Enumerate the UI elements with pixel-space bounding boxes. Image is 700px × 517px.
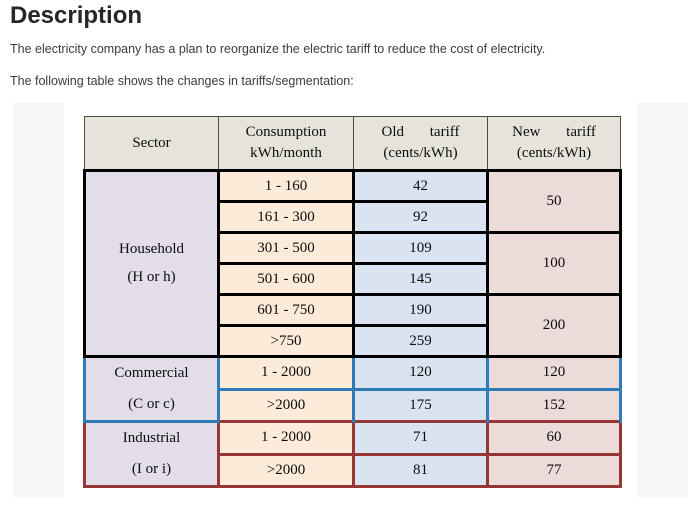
sector-label: Commercial (C or c): [114, 365, 189, 412]
col-header-consumption-line1: Consumption: [245, 124, 327, 140]
col-header-old-line1: Old tariff: [381, 124, 460, 140]
description-page: Description The electricity company has …: [10, 2, 688, 498]
sector-cell-industrial: Industrial (I or i): [83, 420, 220, 488]
old-tariff-cell: 259: [352, 324, 489, 358]
old-tariff-cell: 175: [352, 387, 489, 423]
old-tariff-cell: 81: [352, 452, 489, 488]
col-header-new-line1: New tariff: [512, 124, 596, 140]
consumption-cell: >2000: [217, 452, 355, 488]
new-tariff-cell: 100: [486, 231, 622, 296]
old-tariff-cell: 92: [352, 200, 489, 234]
col-header-sector: Sector: [84, 116, 219, 172]
old-tariff-cell: 71: [352, 420, 489, 456]
consumption-cell: >750: [217, 324, 355, 358]
col-header-new-tariff: New tariff (cents/kWh): [487, 116, 621, 172]
description-paragraph-2: The following table shows the changes in…: [10, 74, 354, 88]
col-header-sector-label: Sector: [132, 134, 171, 151]
old-tariff-cell: 109: [352, 231, 489, 265]
new-tariff-cell: 152: [486, 387, 622, 423]
old-tariff-cell: 120: [352, 355, 489, 391]
table-header-row: Sector Consumption kWh/month Old tariff …: [84, 116, 621, 172]
col-header-consumption-line2: kWh/month: [250, 145, 322, 161]
sector-label: Industrial (I or i): [122, 430, 181, 477]
table-row: 601 - 750 190 200: [85, 293, 622, 358]
table-row: Commercial (C or c) 1 - 2000 120 120: [83, 355, 622, 423]
consumption-cell: 161 - 300: [217, 200, 355, 234]
old-tariff-cell: 190: [352, 293, 489, 327]
new-tariff-cell: 120: [486, 355, 622, 391]
consumption-cell: 1 - 2000: [217, 355, 355, 391]
page-title: Description: [10, 2, 143, 29]
consumption-cell: >2000: [217, 387, 355, 423]
new-tariff-cell: 77: [486, 452, 622, 488]
tariff-table-image: Sector Consumption kWh/month Old tariff …: [64, 103, 637, 498]
new-tariff-cell: 60: [486, 420, 622, 456]
consumption-cell: 1 - 160: [217, 169, 355, 203]
table-row: 301 - 500 109 100: [85, 231, 622, 296]
household-section: Household (H or h) 1 - 160 42 50 161 - 3…: [83, 169, 622, 358]
table-row: 501 - 600 145: [85, 262, 621, 296]
col-header-old-tariff: Old tariff (cents/kWh): [353, 116, 488, 172]
consumption-cell: 601 - 750: [217, 293, 355, 327]
tariff-table: Sector Consumption kWh/month Old tariff …: [83, 116, 622, 488]
sector-cell-household: Household (H or h): [83, 169, 220, 358]
table-row: Industrial (I or i) 1 - 2000 71 60: [83, 420, 622, 488]
old-tariff-cell: 145: [352, 262, 489, 296]
col-header-old-line2: (cents/kWh): [383, 145, 458, 161]
new-tariff-cell: 50: [486, 169, 622, 234]
consumption-cell: 1 - 2000: [217, 420, 355, 456]
table-row: >2000 175 152: [85, 387, 622, 423]
col-header-consumption: Consumption kWh/month: [218, 116, 354, 172]
sector-cell-commercial: Commercial (C or c): [83, 355, 220, 423]
table-row: >750 259: [85, 324, 621, 358]
consumption-cell: 301 - 500: [217, 231, 355, 265]
commercial-section: Commercial (C or c) 1 - 2000 120 120 >20…: [83, 355, 622, 423]
sector-label: Household (H or h): [119, 241, 184, 285]
table-row: 161 - 300 92: [85, 200, 621, 234]
description-paragraph-1: The electricity company has a plan to re…: [10, 42, 546, 56]
old-tariff-cell: 42: [352, 169, 489, 203]
table-figure-panel: Sector Consumption kWh/month Old tariff …: [13, 103, 688, 498]
col-header-new-line2: (cents/kWh): [516, 145, 592, 161]
consumption-cell: 501 - 600: [217, 262, 355, 296]
industrial-section: Industrial (I or i) 1 - 2000 71 60 >2000…: [83, 420, 622, 488]
table-row: >2000 81 77: [85, 452, 622, 488]
new-tariff-cell: 200: [486, 293, 622, 358]
table-row: Household (H or h) 1 - 160 42 50: [83, 169, 622, 358]
